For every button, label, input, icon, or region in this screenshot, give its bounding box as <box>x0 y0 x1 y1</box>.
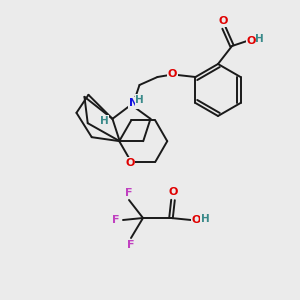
Text: H: H <box>201 214 209 224</box>
Text: O: O <box>168 69 177 79</box>
Text: N: N <box>129 98 138 108</box>
Text: O: O <box>191 215 201 225</box>
Text: O: O <box>218 16 228 26</box>
Text: F: F <box>112 215 120 225</box>
Text: O: O <box>126 158 135 168</box>
Text: O: O <box>168 187 178 197</box>
Text: O: O <box>246 36 256 46</box>
Text: F: F <box>125 188 133 198</box>
Text: H: H <box>255 34 263 44</box>
Text: F: F <box>127 240 135 250</box>
Text: H: H <box>135 95 144 105</box>
Text: H: H <box>100 116 109 126</box>
